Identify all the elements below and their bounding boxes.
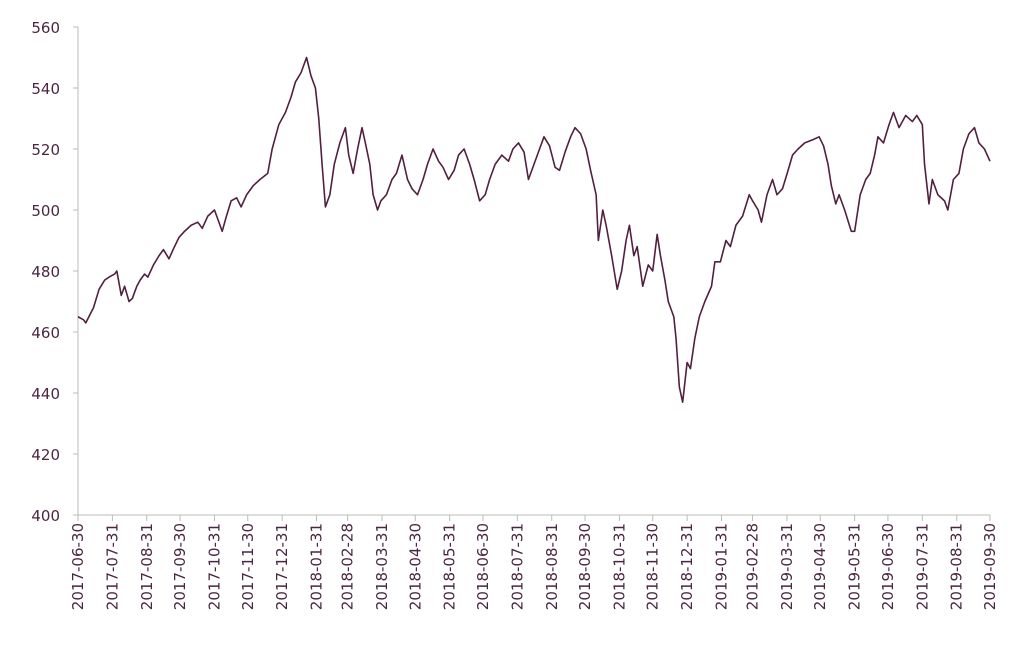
- y-tick-label: 480: [31, 263, 60, 281]
- x-tick-label: 2019-04-30: [811, 523, 829, 610]
- x-tick-label: 2018-12-31: [678, 523, 696, 610]
- x-tick-label: 2017-08-31: [138, 523, 156, 610]
- x-tick-label: 2019-03-31: [778, 523, 796, 610]
- x-tick-label: 2018-07-31: [508, 523, 526, 610]
- x-tick-label: 2017-06-30: [69, 523, 87, 610]
- x-tick-label: 2017-11-30: [239, 523, 257, 610]
- line: [77, 56, 991, 403]
- y-tick-label: 500: [31, 202, 60, 220]
- x-tick-label: 2019-09-30: [981, 523, 999, 610]
- y-tick-label: 420: [31, 446, 60, 464]
- x-tick-label: 2019-05-31: [846, 523, 864, 610]
- x-tick-label: 2018-04-30: [406, 523, 424, 610]
- x-tick-label: 2019-07-31: [913, 523, 931, 610]
- x-tick-label: 2017-10-31: [205, 523, 223, 610]
- x-tick-label: 2018-02-28: [339, 523, 357, 610]
- x-tick-label: 2018-08-31: [543, 523, 561, 610]
- y-tick-label: 460: [31, 324, 60, 342]
- x-tick-label: 2018-05-31: [441, 523, 459, 610]
- x-tick-label: 2018-09-30: [576, 523, 594, 610]
- x-tick-label: 2018-03-31: [373, 523, 391, 610]
- y-tick-label: 540: [31, 80, 60, 98]
- x-tick-label: 2019-01-31: [713, 523, 731, 610]
- x-tick-label: 2018-06-30: [474, 523, 492, 610]
- x-tick-label: 2019-02-28: [744, 523, 762, 610]
- y-tick-label: 440: [31, 385, 60, 403]
- x-tick-label: 2018-10-31: [610, 523, 628, 610]
- y-tick-label: 520: [31, 141, 60, 159]
- x-tick-label: 2017-12-31: [273, 523, 291, 610]
- x-tick-label: 2019-06-30: [879, 523, 897, 610]
- x-tick-label: 2018-01-31: [308, 523, 326, 610]
- x-tick-label: 2017-09-30: [171, 523, 189, 610]
- x-tick-label: 2018-11-30: [644, 523, 662, 610]
- x-tick-label: 2017-07-31: [103, 523, 121, 610]
- y-tick-label: 560: [31, 19, 60, 37]
- x-tick-label: 2019-08-31: [948, 523, 966, 610]
- y-tick-label: 400: [31, 507, 60, 525]
